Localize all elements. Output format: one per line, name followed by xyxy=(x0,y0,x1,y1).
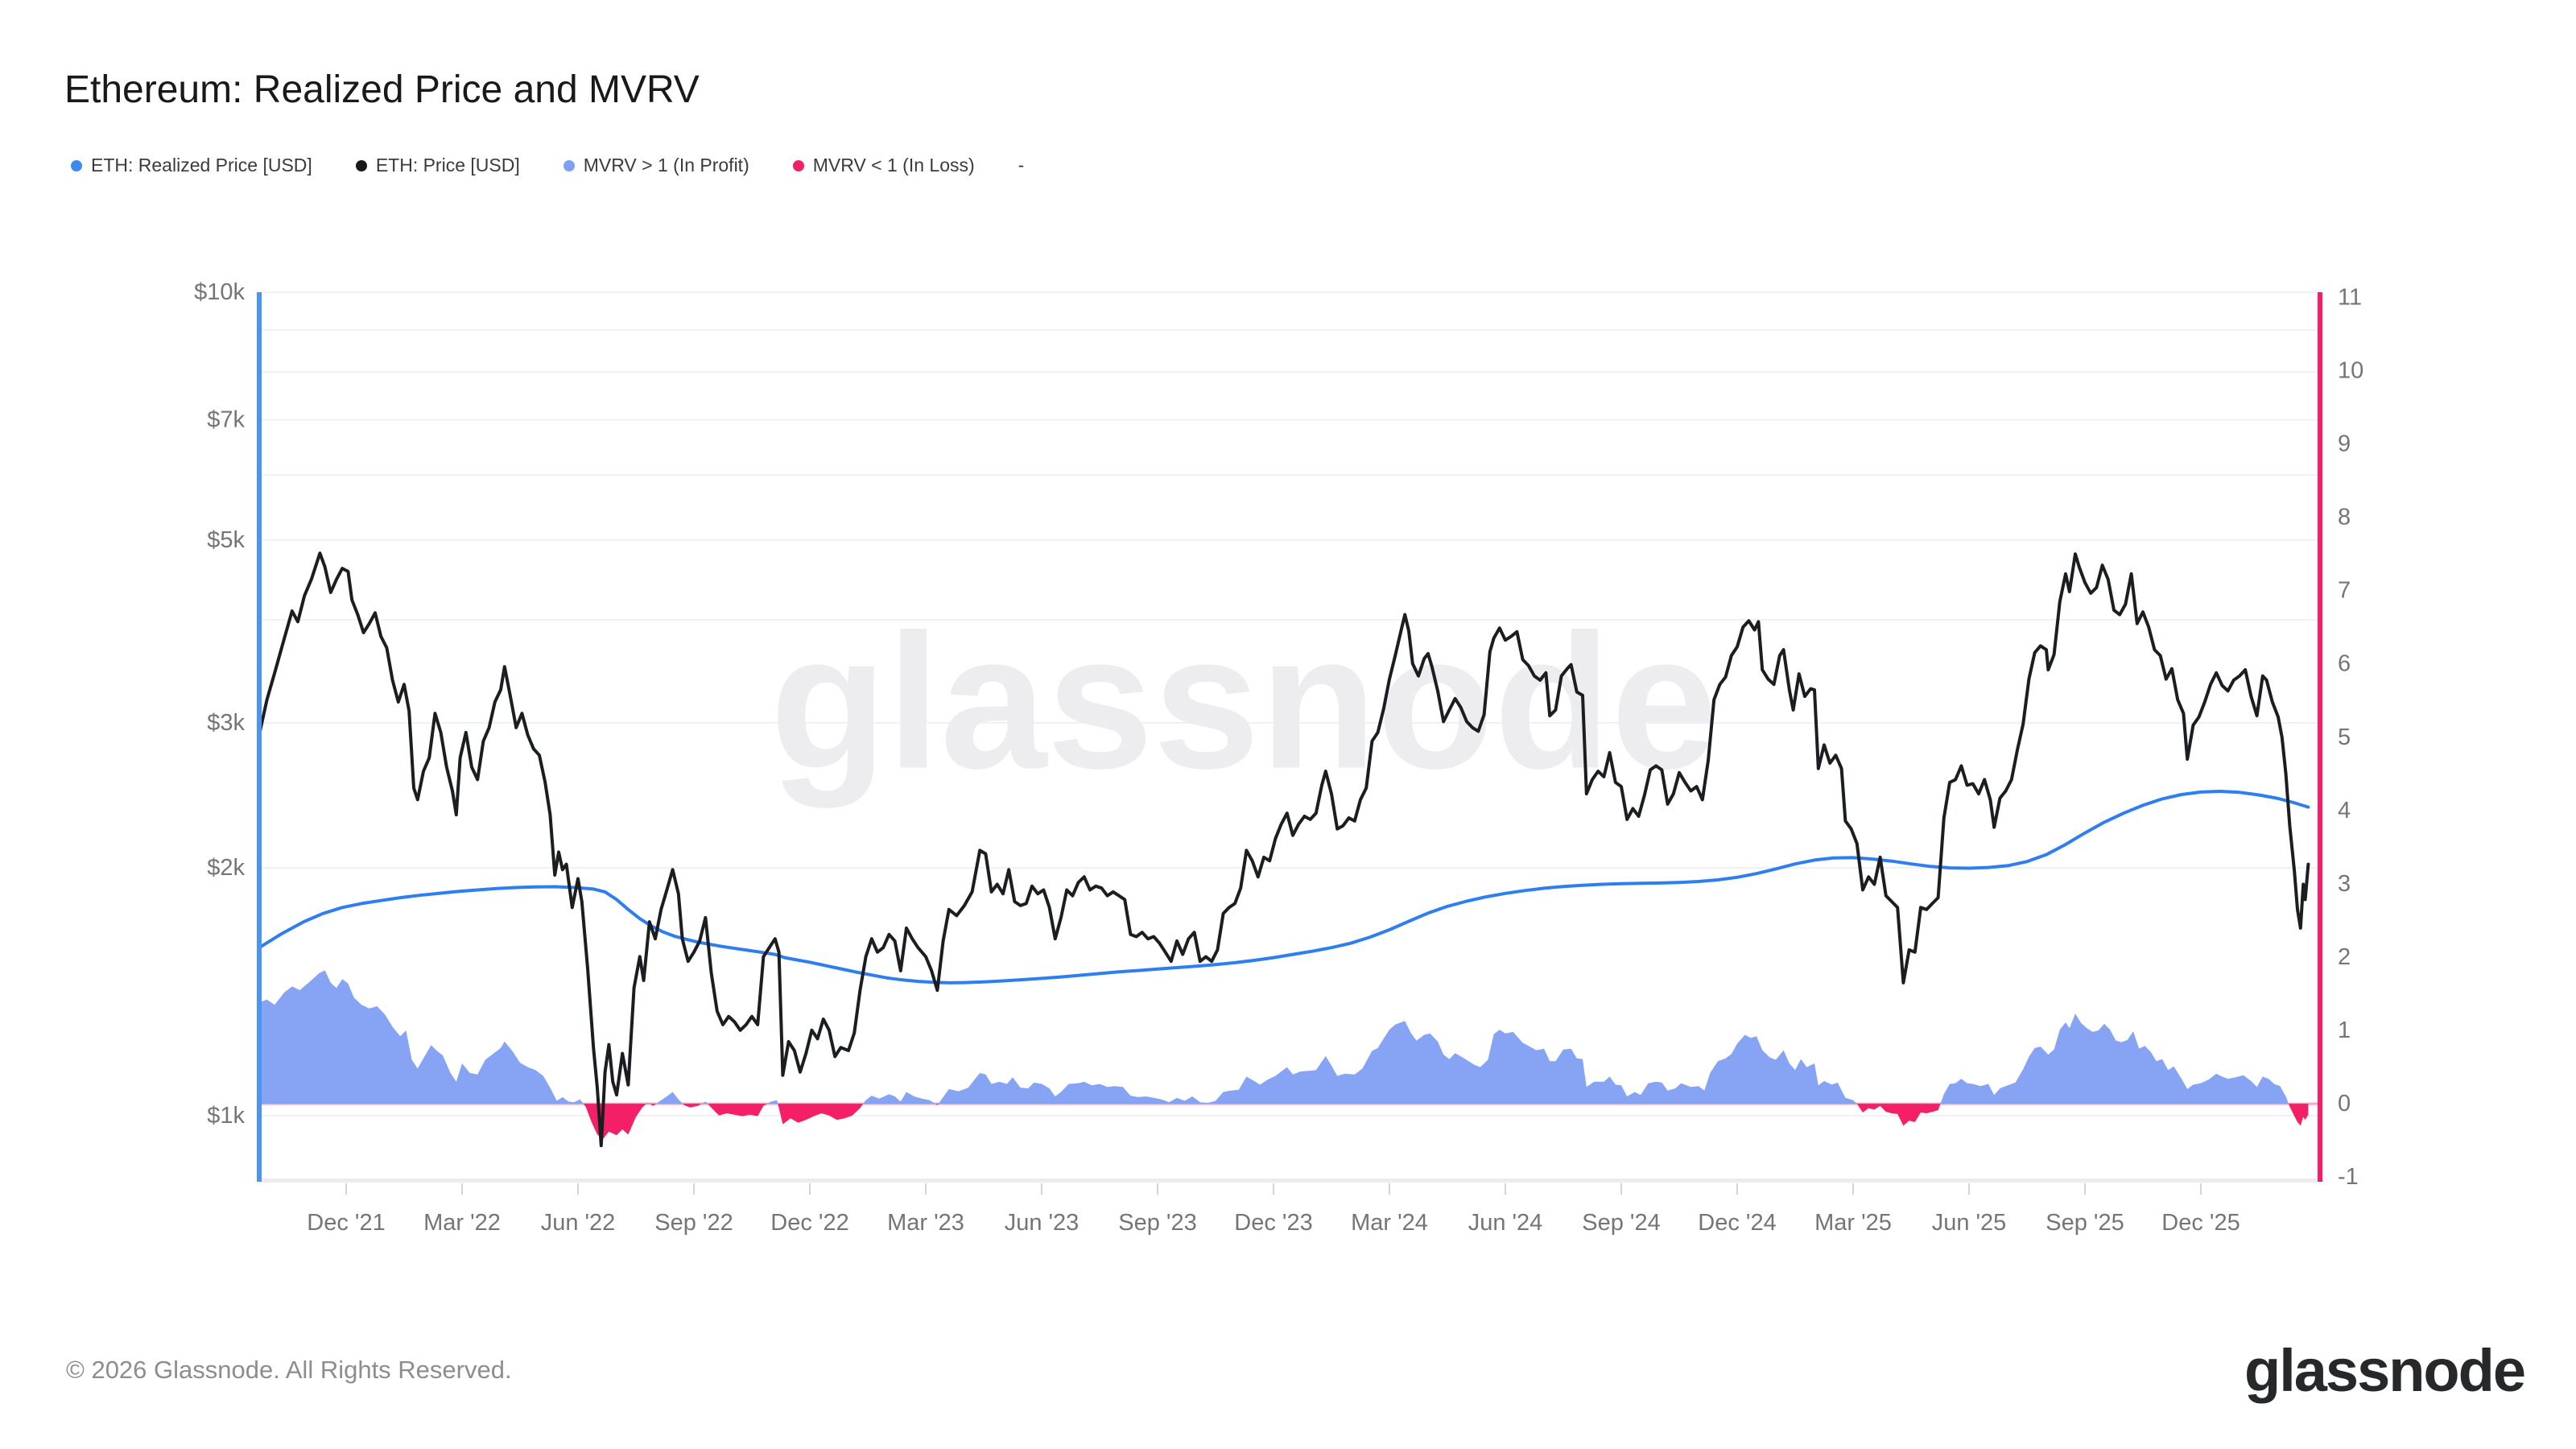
legend-item-2[interactable]: MVRV > 1 (In Profit) xyxy=(563,155,749,176)
right-axis-label: 10 xyxy=(2338,357,2363,383)
x-tick-label: Jun '23 xyxy=(1005,1210,1080,1236)
x-tick-label: Mar '24 xyxy=(1351,1210,1428,1236)
right-axis-label: 0 xyxy=(2338,1091,2351,1117)
right-axis-label: 11 xyxy=(2338,284,2362,310)
x-tick-label: Dec '23 xyxy=(1234,1210,1312,1236)
right-axis-label: 6 xyxy=(2338,651,2351,677)
x-tick-label: Dec '21 xyxy=(307,1210,385,1236)
x-tick-label: Sep '25 xyxy=(2046,1210,2124,1236)
legend-item-label: ETH: Realized Price [USD] xyxy=(91,155,312,175)
right-axis-label: 3 xyxy=(2338,871,2351,897)
page-title: Ethereum: Realized Price and MVRV xyxy=(64,68,700,112)
left-axis-label: $2k xyxy=(207,855,245,881)
right-axis-label: 7 xyxy=(2338,578,2351,604)
copyright-text: © 2026 Glassnode. All Rights Reserved. xyxy=(66,1356,512,1384)
chart-legend: ETH: Realized Price [USD] ETH: Price [USD… xyxy=(71,155,1024,176)
left-axis-label: $7k xyxy=(207,407,245,433)
mvrv-in-profit-area xyxy=(259,970,2309,1104)
legend-dot-icon xyxy=(71,159,82,171)
legend-item-0[interactable]: ETH: Realized Price [USD] xyxy=(71,155,312,176)
left-axis-label: $5k xyxy=(207,527,245,553)
glassnode-watermark: glassnode xyxy=(770,596,1717,809)
legend-item-label: - xyxy=(1018,155,1025,175)
legend-item-4[interactable]: - xyxy=(1018,155,1025,176)
legend-dot-icon xyxy=(792,159,804,171)
legend-item-3[interactable]: MVRV < 1 (In Loss) xyxy=(792,155,975,176)
x-axis-line xyxy=(259,1179,2320,1183)
realized-price-line xyxy=(258,790,2310,985)
right-axis-label: -1 xyxy=(2338,1164,2359,1190)
x-tick-label: Mar '23 xyxy=(887,1210,964,1236)
left-axis-label: $1k xyxy=(207,1103,245,1129)
legend-item-1[interactable]: ETH: Price [USD] xyxy=(355,155,520,176)
mvrv-in-loss-area xyxy=(259,1104,2309,1139)
x-tick-label: Jun '24 xyxy=(1468,1210,1543,1236)
x-tick-label: Dec '24 xyxy=(1698,1210,1776,1236)
x-tick-label: Sep '22 xyxy=(654,1210,733,1236)
right-axis-label: 9 xyxy=(2338,431,2351,457)
axis-lines xyxy=(257,292,2322,1195)
x-tick-label: Jun '22 xyxy=(541,1210,616,1236)
right-axis-label: 5 xyxy=(2338,724,2351,750)
left-axis-label: $10k xyxy=(194,279,245,305)
glassnode-logo: glassnode xyxy=(2244,1337,2526,1404)
x-tick-label: Sep '23 xyxy=(1118,1210,1196,1236)
x-tick-label: Sep '24 xyxy=(1582,1210,1660,1236)
x-tick-label: Jun '25 xyxy=(1932,1210,2007,1236)
legend-item-label: MVRV < 1 (In Loss) xyxy=(812,155,975,175)
legend-item-label: ETH: Price [USD] xyxy=(375,155,520,175)
right-axis-label: 2 xyxy=(2338,944,2351,970)
legend-dot-icon xyxy=(563,159,575,171)
x-tick-label: Mar '22 xyxy=(423,1210,501,1236)
x-tick-label: Mar '25 xyxy=(1814,1210,1892,1236)
axis-labels: Dec '21 Mar '22 Jun '22 Sep '22 Dec '22 Mar '… xyxy=(194,279,2363,1236)
right-axis-label: 1 xyxy=(2338,1018,2351,1043)
right-axis-label: 4 xyxy=(2338,798,2351,824)
price-line-series xyxy=(258,551,2310,1148)
left-axis-label: $3k xyxy=(207,710,245,736)
eth-price-line xyxy=(258,551,2310,1148)
x-tick-label: Dec '25 xyxy=(2161,1210,2240,1236)
legend-dot-icon xyxy=(355,159,367,171)
legend-item-label: MVRV > 1 (In Profit) xyxy=(583,155,749,175)
right-axis-label: 8 xyxy=(2338,505,2351,530)
x-tick-label: Dec '22 xyxy=(770,1210,848,1236)
mvrv-area-series xyxy=(259,970,2318,1139)
